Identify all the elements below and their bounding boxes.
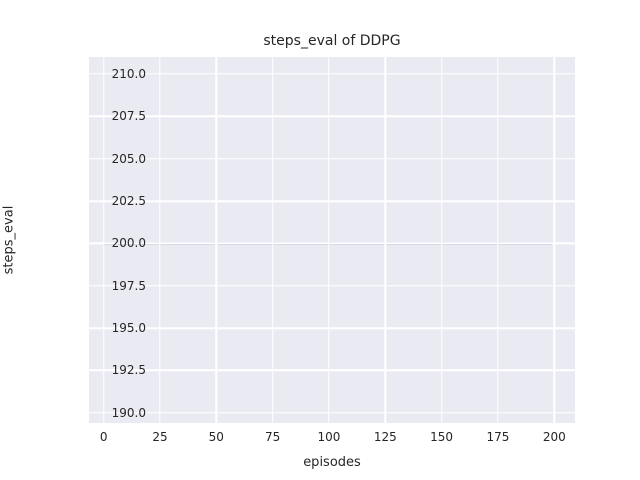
axes [89,57,575,423]
y-axis-label: steps_eval [1,205,17,275]
grid-line-vertical [271,57,274,423]
x-tick-label: 150 [430,430,454,444]
grid-line-vertical [440,57,443,423]
grid-line-horizontal [89,157,575,160]
grid-line-vertical [497,57,499,423]
x-tick-label: 200 [542,430,566,444]
grid-line-vertical [159,57,161,423]
y-tick-label: 200.0 [111,236,146,251]
y-tick-label: 190.0 [111,405,146,420]
grid-line-vertical [215,57,218,423]
x-tick-label: 50 [208,430,224,444]
x-tick-label: 125 [373,430,397,444]
x-tick-label: 25 [152,430,168,444]
y-tick-label: 195.0 [111,321,146,336]
grid-line-horizontal [89,369,575,372]
grid-line-horizontal [89,73,575,75]
grid-line-vertical [384,57,387,423]
x-tick-label: 0 [99,430,108,444]
grid-line-horizontal [89,200,575,202]
y-tick-label: 197.5 [111,278,146,293]
grid-line-vertical [102,57,105,423]
x-axis-label: episodes [303,455,361,470]
x-tick-label: 100 [317,430,341,444]
grid-line-horizontal [89,327,575,329]
y-tick-label: 207.5 [111,109,146,124]
x-tick-label: 75 [264,430,281,444]
y-tick-label: 210.0 [111,66,146,81]
grid-line-horizontal [89,412,575,414]
grid-line-vertical [328,57,330,423]
grid-line-horizontal [89,285,575,287]
y-tick-label: 192.5 [111,363,146,378]
grid-line-vertical [553,57,556,423]
y-tick-label: 202.5 [111,194,146,209]
grid-line-horizontal [89,242,575,245]
grid-line-horizontal [89,115,575,118]
chart-title: steps_eval of DDPG [263,33,401,49]
y-tick-label: 205.0 [111,151,146,166]
x-tick-label: 175 [486,430,510,444]
series-layer [103,242,553,245]
